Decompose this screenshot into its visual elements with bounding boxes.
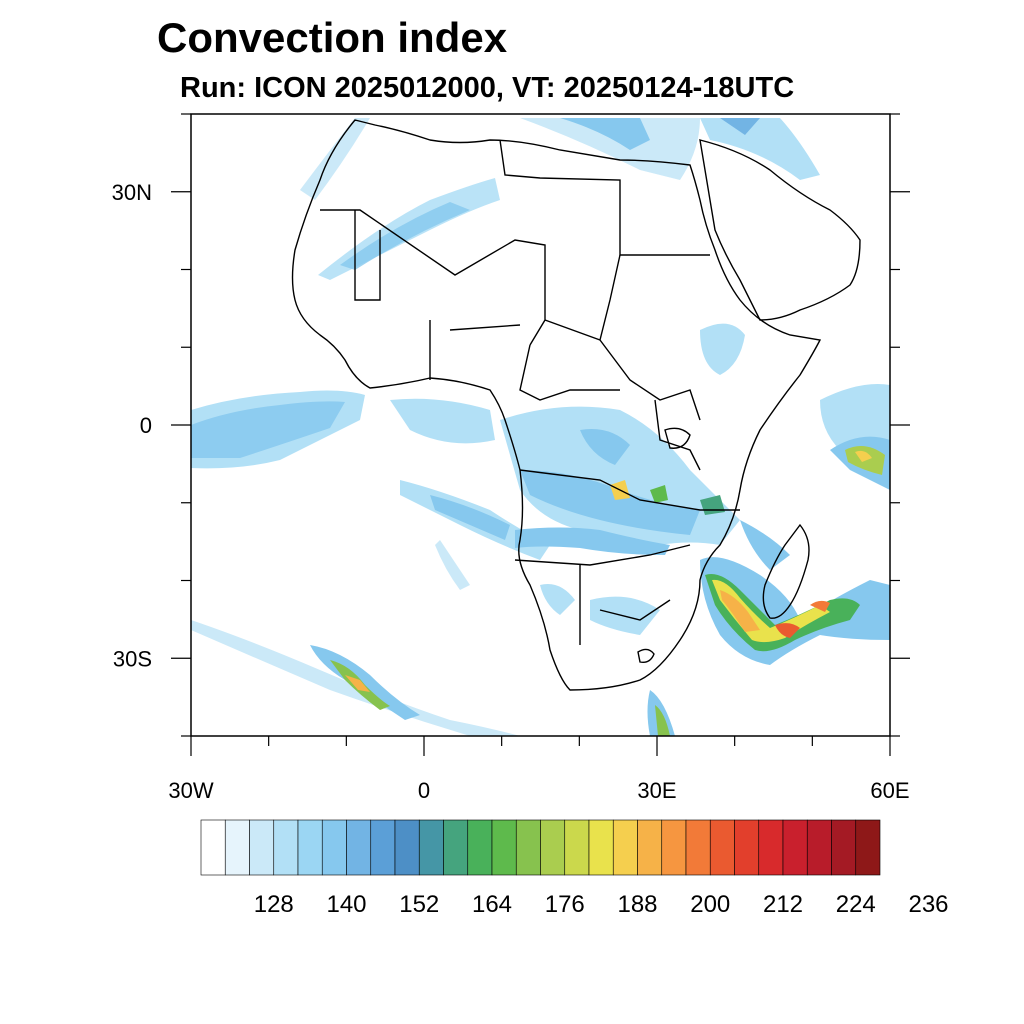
lat-tick-label: 30S [113,646,152,671]
africa-coastline [291,119,822,691]
border [599,599,671,621]
colorbar-swatch [831,819,857,876]
colorbar-swatch [467,819,493,876]
lon-tick-label: 60E [870,778,909,803]
madagascar-coast [762,523,810,619]
colorbar-swatch [418,819,444,876]
colorbar: 128 140 152 164 176 188 200 212 224 236 [200,819,949,918]
colorbar-swatch [855,819,881,876]
colorbar-swatch [540,819,566,876]
border [354,210,381,301]
colorbar-swatch [661,819,687,876]
coastlines [291,119,861,691]
colorbar-swatch [564,819,590,876]
colorbar-label: 212 [763,891,803,918]
colorbar-swatch [734,819,760,876]
field-patch [520,118,700,180]
colorbar-swatch [515,819,541,876]
field-patch [700,118,820,180]
field-patch [720,590,760,632]
field-patch [775,623,800,638]
lon-tick-label: 0 [418,778,430,803]
field-patch [740,520,790,570]
field-patch [855,450,872,462]
colorbar-swatch [370,819,396,876]
border [514,544,691,566]
field-patch [340,202,470,270]
field-patch [435,540,470,590]
lon-tick-label: 30W [168,778,213,803]
lat-tick-label: 30N [112,180,152,205]
border [320,209,546,346]
colorbar-label: 224 [836,891,876,918]
colorbar-swatch [758,819,784,876]
field-patch [700,323,745,375]
border [599,254,701,421]
colorbar-swatch [200,819,226,876]
colorbar-swatch [782,819,808,876]
colorbar-swatch [806,819,832,876]
axis-ticks: 30W 0 30E 60E 30N 0 30S [112,113,910,803]
border [654,399,701,471]
colorbar-swatch [297,819,323,876]
field-patch [191,401,345,458]
field-patch [515,527,670,555]
field-patch [580,429,630,465]
field-patch [390,398,495,444]
lon-tick-label: 30E [637,778,676,803]
colorbar-swatch [321,819,347,876]
colorbar-swatch [273,819,299,876]
colorbar-label: 176 [545,891,585,918]
colorbar-swatch [612,819,638,876]
colorbar-swatch [443,819,469,876]
field-patch [650,485,668,503]
colorbar-swatch [588,819,614,876]
field-patch [300,118,370,200]
border [499,139,710,256]
colorbar-label: 140 [326,891,366,918]
field-patch [720,118,760,135]
colorbar-label: 236 [908,891,948,918]
border [544,319,601,341]
border [519,344,620,401]
colorbar-swatch [491,819,517,876]
map-subtitle: Run: ICON 2025012000, VT: 20250124-18UTC [180,72,795,104]
border [449,324,521,331]
colorbar-swatch [637,819,663,876]
field-patch [430,495,510,540]
field-patch [345,675,370,692]
lat-tick-label: 0 [140,413,152,438]
colorbar-label: 152 [399,891,439,918]
field-patch [560,118,650,150]
colorbar-swatch [224,819,250,876]
lake-victoria [664,427,691,449]
colorbar-label: 200 [690,891,730,918]
colorbar-swatch [685,819,711,876]
colorbar-label: 188 [617,891,657,918]
colorbar-swatch [249,819,275,876]
lesotho-border [637,648,655,664]
map-title: Convection index [157,14,508,61]
border [519,469,740,511]
field-patch [705,574,860,652]
colorbar-swatch [346,819,372,876]
colorbar-label: 164 [472,891,512,918]
field-patch [520,470,700,535]
arabia-coast [699,139,861,321]
field-patch [810,600,830,612]
colorbar-label: 128 [254,891,294,918]
colorbar-swatch [394,819,420,876]
field-patch [540,584,575,615]
colorbar-swatch [709,819,735,876]
field-layer [191,118,890,736]
field-patch [655,705,670,736]
